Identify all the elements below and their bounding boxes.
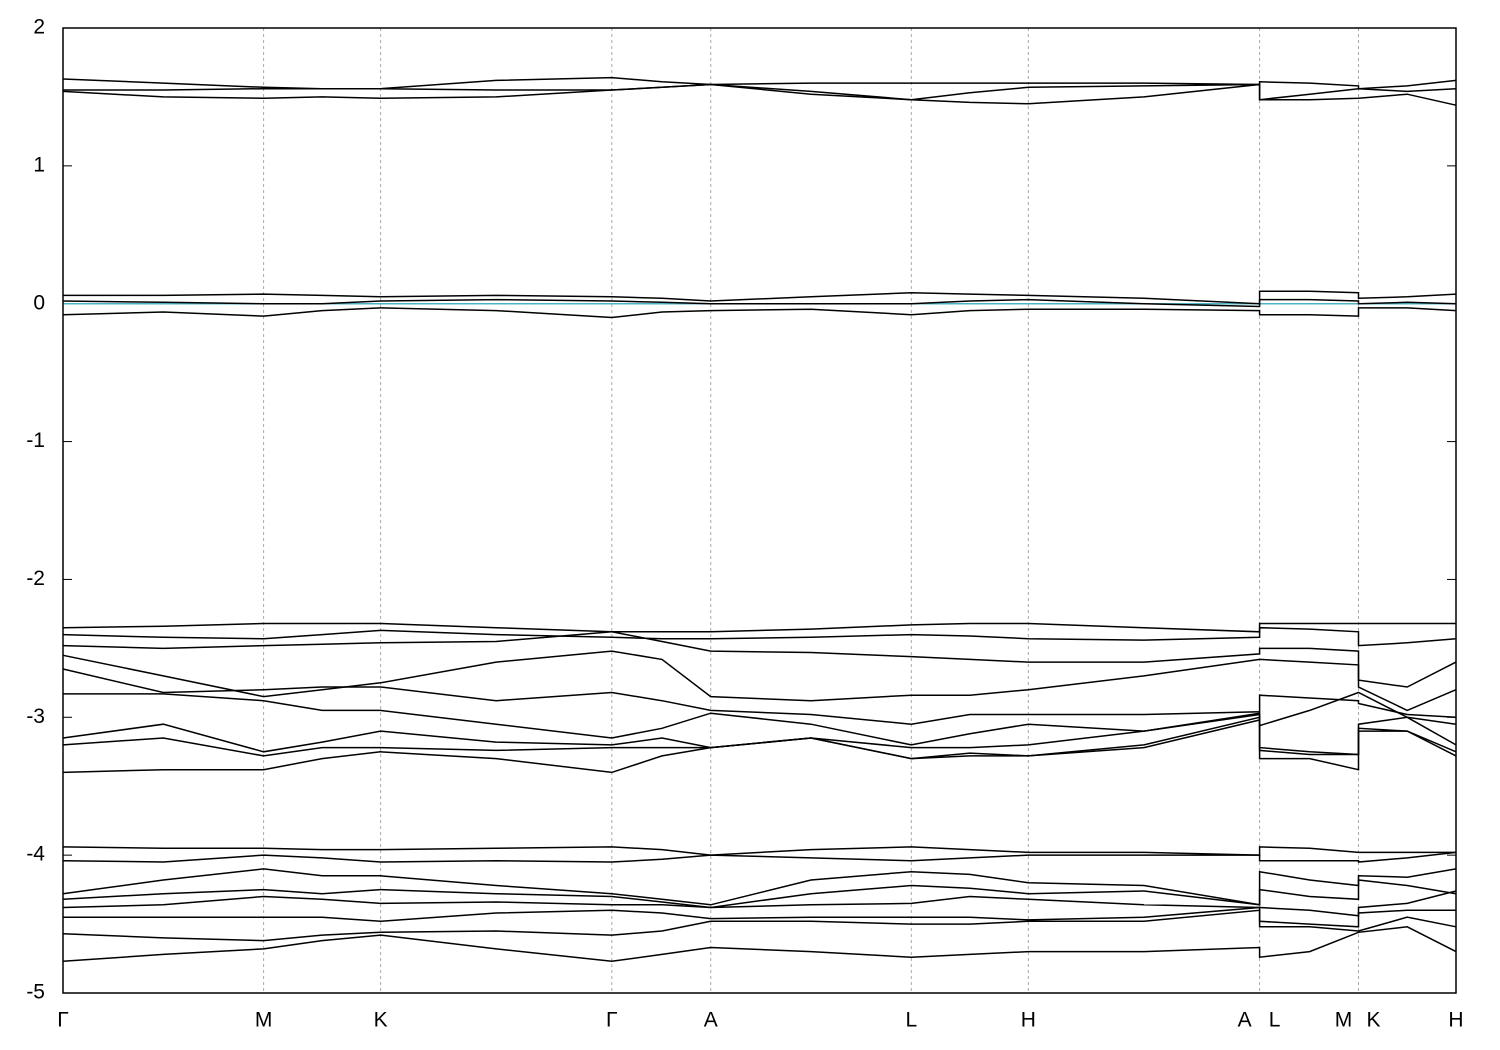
y-tick-label: -5 — [26, 981, 45, 1004]
band-line — [62, 719, 1457, 771]
band-line — [62, 868, 1457, 906]
band-line — [62, 622, 1456, 633]
band-line — [63, 83, 1457, 101]
y-tick-label: -1 — [26, 429, 45, 452]
band-line — [62, 846, 1456, 856]
x-tick-label: H — [1021, 1009, 1036, 1032]
y-tick-label: 2 — [33, 16, 45, 39]
band-line — [63, 691, 1457, 746]
band-line — [63, 906, 1456, 928]
plot-frame — [62, 27, 1457, 994]
y-tick-label: -4 — [26, 843, 45, 866]
y-tick-label: -3 — [26, 705, 45, 728]
x-tick-label: A — [1238, 1009, 1252, 1032]
x-tick-label: A — [704, 1009, 718, 1032]
band-line — [62, 879, 1457, 909]
band-line — [62, 890, 1457, 917]
x-tick-label: M — [255, 1009, 273, 1032]
x-tick-label: K — [374, 1009, 388, 1032]
x-tick-label: Γ — [57, 1009, 69, 1032]
x-tick-label: H — [1448, 1009, 1463, 1032]
y-tick-label: -2 — [26, 567, 45, 590]
band-line — [62, 626, 1457, 647]
x-tick-label: L — [1269, 1009, 1281, 1032]
band-line — [62, 851, 1457, 863]
band-line — [62, 668, 1457, 725]
band-line — [62, 631, 1457, 688]
band-line — [62, 926, 1457, 963]
band-line — [62, 76, 1457, 90]
x-tick-label: M — [1335, 1009, 1353, 1032]
x-tick-label: L — [905, 1009, 917, 1032]
band-line — [62, 909, 1457, 942]
y-tick-label: 0 — [33, 291, 45, 314]
y-tick-label: 1 — [33, 153, 45, 176]
band-line — [62, 298, 1457, 308]
band-line — [62, 307, 1457, 319]
x-tick-label: K — [1366, 1009, 1380, 1032]
band-line — [63, 290, 1457, 305]
band-line — [62, 716, 1457, 774]
band-line — [62, 83, 1457, 106]
band-line — [62, 713, 1457, 756]
band-line — [62, 650, 1457, 712]
x-tick-label: Γ — [606, 1009, 618, 1032]
